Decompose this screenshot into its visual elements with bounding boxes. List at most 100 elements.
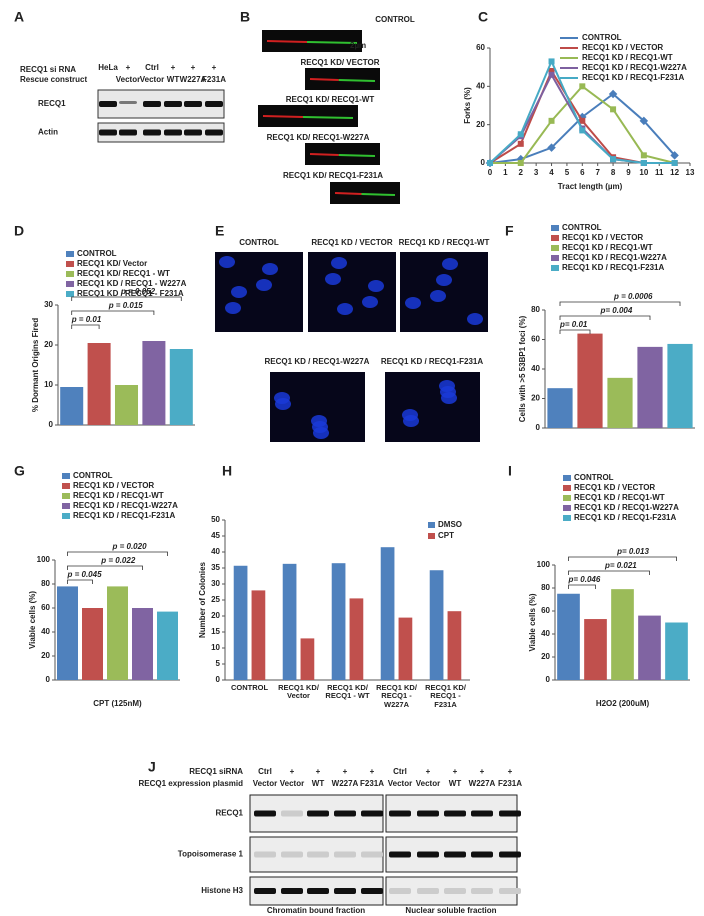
p-value: p= 0.013	[616, 547, 649, 556]
fraction-label: Chromatin bound fraction	[267, 906, 365, 915]
bar	[349, 598, 364, 680]
point	[579, 117, 586, 124]
bar	[557, 593, 580, 680]
p-value: p = 0.01	[71, 315, 102, 324]
legend-swatch	[66, 281, 74, 287]
fiber-image	[258, 105, 358, 127]
band	[417, 851, 439, 858]
band	[334, 888, 356, 894]
p-value: p = 0.020	[112, 542, 148, 551]
bar	[114, 385, 139, 425]
x-tick-label: 12	[670, 168, 679, 177]
x-tick-label: 2	[519, 168, 524, 177]
blot-row-label: Histone H3	[201, 886, 243, 895]
band	[389, 810, 411, 817]
bar	[169, 349, 193, 425]
bar	[607, 377, 633, 428]
x-tick-label: RECQ1 KD/ RECQ1 - F231A	[425, 684, 466, 709]
y-axis-label: Cells with >5 53BP1 foci (%)	[518, 315, 527, 422]
x-tick-label: RECQ1 KD/ RECQ1 - W227A	[376, 684, 417, 709]
band	[389, 851, 411, 858]
nucleus	[439, 380, 455, 392]
blot-row-label: RECQ1	[38, 99, 66, 108]
nucleus	[311, 415, 327, 427]
band	[281, 810, 303, 817]
lane-label: F231A	[202, 75, 226, 84]
y-tick-label: 40	[211, 547, 220, 556]
legend-swatch	[551, 235, 559, 241]
band	[444, 851, 466, 858]
x-tick-label: 11	[655, 168, 664, 177]
y-tick-label: 20	[531, 394, 540, 403]
legend-swatch	[62, 503, 70, 509]
blot-row-label: Actin	[38, 128, 58, 137]
band	[254, 810, 276, 817]
bar	[429, 570, 444, 680]
x-tick-label: RECQ1 KD/ RECQ1 - WT	[325, 684, 370, 701]
band	[471, 810, 493, 817]
legend-label: RECQ1 KD / RECQ1-WT	[582, 53, 673, 62]
y-tick-label: 50	[211, 515, 220, 524]
band	[307, 851, 329, 858]
y-tick-label: 80	[541, 583, 550, 592]
bar	[638, 615, 661, 680]
y-tick-label: 20	[41, 651, 50, 660]
blot-row-label: RECQ1	[215, 809, 243, 818]
fiber-red	[309, 153, 339, 156]
significance-bracket	[71, 296, 182, 301]
y-tick-label: 0	[46, 675, 51, 684]
bar	[251, 590, 266, 680]
fiber-red	[262, 115, 304, 118]
lane-label: +	[126, 63, 131, 72]
legend-label: CONTROL	[582, 33, 622, 42]
lane-label: +	[343, 767, 348, 776]
x-tick-label: 13	[686, 168, 695, 177]
legend-label: RECQ1 KD / VECTOR	[574, 483, 655, 492]
nucleus	[337, 303, 353, 315]
fiber-label: RECQ1 KD/ RECQ1-F231A	[283, 171, 383, 180]
band	[444, 888, 466, 894]
band	[184, 101, 202, 107]
lane-label: +	[290, 767, 295, 776]
lane-label: F231A	[360, 779, 384, 788]
image-label: CONTROL	[239, 238, 279, 247]
legend-label: RECQ1 KD / RECQ1 - F231A	[77, 289, 184, 298]
bar	[142, 341, 166, 425]
lane-label: +	[212, 63, 217, 72]
y-tick-label: 30	[211, 579, 220, 588]
x-tick-label-box: CONTROL	[231, 684, 268, 692]
fiber-label: CONTROL	[375, 15, 415, 24]
legend-label: RECQ1 KD / RECQ1-W227A	[574, 503, 679, 512]
point	[517, 160, 524, 166]
y-tick-label: 30	[44, 300, 53, 309]
x-tick-label: 6	[580, 168, 585, 177]
p-value: p = 0.045	[67, 570, 103, 579]
fiber-label: RECQ1 KD/ RECQ1-WT	[286, 95, 375, 104]
y-tick-label: 20	[211, 611, 220, 620]
fiber-image	[262, 30, 362, 52]
legend-label: RECQ1 KD / RECQ1-W227A	[73, 501, 178, 510]
significance-bracket	[67, 579, 93, 584]
nucleus	[325, 273, 341, 285]
point	[671, 160, 678, 166]
band	[119, 101, 137, 104]
y-tick-label: 40	[531, 364, 540, 373]
fraction-label: Nuclear soluble fraction	[405, 906, 496, 915]
fiber-red	[334, 192, 362, 195]
significance-bracket	[67, 565, 143, 570]
bar	[82, 608, 103, 680]
x-tick-label: 3	[534, 168, 539, 177]
row-label: RECQ1 siRNA	[189, 767, 243, 776]
y-tick-label: 5	[216, 659, 221, 668]
fiber-green	[338, 154, 376, 157]
legend-swatch	[563, 505, 571, 511]
band	[307, 888, 329, 894]
nucleus	[402, 409, 418, 421]
bar	[157, 611, 178, 680]
y-tick-label: 10	[44, 380, 53, 389]
panel-letter: H	[222, 463, 232, 479]
y-tick-label: 35	[211, 563, 220, 572]
band	[143, 101, 161, 107]
legend-label: CONTROL	[73, 471, 113, 480]
micrograph	[385, 372, 480, 442]
